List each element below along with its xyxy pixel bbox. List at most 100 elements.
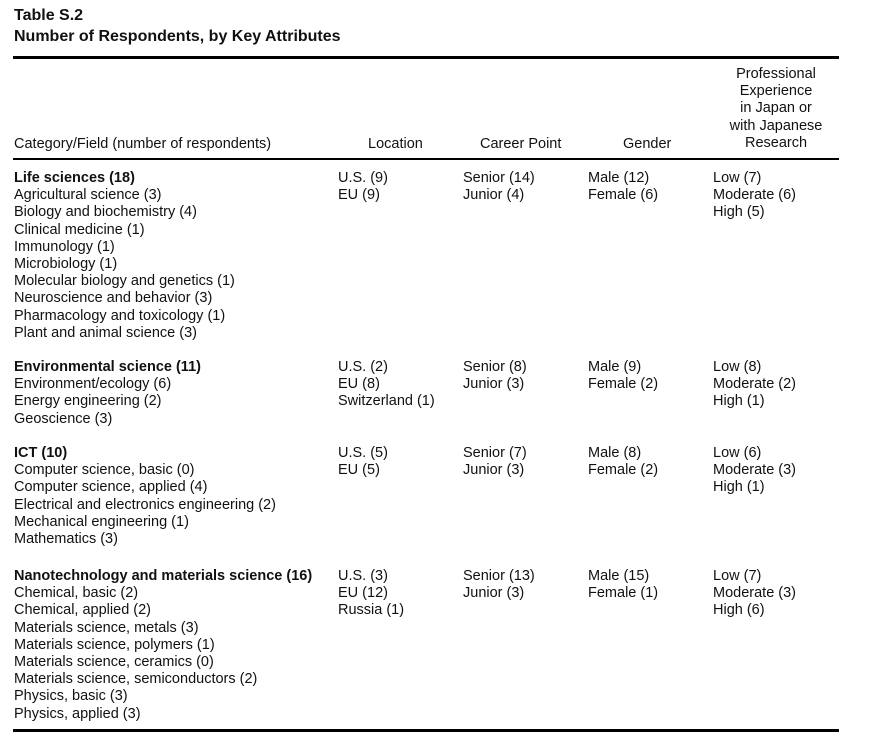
field-item: Chemical, basic (2) bbox=[14, 585, 139, 602]
field-item: Materials science, polymers (1) bbox=[14, 636, 215, 653]
location-cell: U.S. (3) EU (12) Russia (1) bbox=[338, 568, 404, 620]
field-item: Physics, applied (3) bbox=[14, 705, 141, 722]
header-experience-line: Experience bbox=[739, 83, 813, 100]
gender-item: Female (2) bbox=[588, 462, 659, 479]
gender-cell: Male (12) Female (6) bbox=[588, 170, 658, 204]
experience-item: High (6) bbox=[713, 602, 765, 619]
field-item: Chemical, applied (2) bbox=[14, 602, 152, 619]
field-item: Physics, basic (3) bbox=[14, 688, 128, 705]
gender-item: Female (2) bbox=[588, 376, 659, 393]
experience-item: High (1) bbox=[713, 479, 765, 496]
header-experience-line: with Japanese bbox=[729, 117, 823, 134]
gender-item: Male (8) bbox=[588, 445, 642, 461]
location-item: EU (8) bbox=[338, 376, 380, 393]
field-item: Geoscience (3) bbox=[14, 410, 113, 427]
group-category: Environmental science (11) bbox=[14, 359, 201, 375]
location-item: U.S. (9) bbox=[338, 170, 388, 186]
group-category-column: Environmental science (11) Environment/e… bbox=[14, 359, 201, 428]
group-category-column: Nanotechnology and materials science (16… bbox=[14, 568, 312, 723]
experience-item: Low (7) bbox=[713, 170, 762, 186]
experience-item: Low (6) bbox=[713, 445, 762, 461]
location-item: Russia (1) bbox=[338, 602, 405, 619]
gender-cell: Male (8) Female (2) bbox=[588, 445, 658, 479]
career-item: Junior (3) bbox=[463, 462, 525, 479]
career-item: Senior (13) bbox=[463, 568, 535, 584]
field-item: Neuroscience and behavior (3) bbox=[14, 290, 213, 307]
field-item: Mechanical engineering (1) bbox=[14, 513, 189, 530]
field-item: Materials science, metals (3) bbox=[14, 619, 199, 636]
gender-item: Female (6) bbox=[588, 187, 659, 204]
gender-cell: Male (15) Female (1) bbox=[588, 568, 658, 602]
experience-item: Low (8) bbox=[713, 359, 762, 375]
bottom-rule bbox=[13, 729, 839, 732]
experience-cell: Low (7) Moderate (6) High (5) bbox=[713, 170, 796, 222]
field-item: Electrical and electronics engineering (… bbox=[14, 496, 276, 513]
experience-item: Moderate (3) bbox=[713, 585, 797, 602]
header-experience-line: Research bbox=[744, 134, 808, 151]
location-item: Switzerland (1) bbox=[338, 393, 435, 410]
field-item: Microbiology (1) bbox=[14, 255, 118, 272]
career-item: Senior (7) bbox=[463, 445, 527, 461]
field-item: Biology and biochemistry (4) bbox=[14, 204, 197, 221]
gender-item: Male (15) bbox=[588, 568, 650, 584]
career-item: Junior (3) bbox=[463, 376, 525, 393]
gender-item: Male (12) bbox=[588, 170, 650, 186]
career-item: Junior (4) bbox=[463, 187, 525, 204]
career-cell: Senior (13) Junior (3) bbox=[463, 568, 535, 602]
location-item: U.S. (3) bbox=[338, 568, 388, 584]
location-item: U.S. (5) bbox=[338, 445, 388, 461]
location-item: EU (12) bbox=[338, 585, 388, 602]
group-category: Nanotechnology and materials science (16… bbox=[14, 568, 313, 584]
experience-item: High (5) bbox=[713, 204, 765, 221]
experience-item: Moderate (3) bbox=[713, 462, 797, 479]
gender-item: Female (1) bbox=[588, 585, 659, 602]
field-item: Mathematics (3) bbox=[14, 530, 118, 547]
group-category-column: ICT (10) Computer science, basic (0) Com… bbox=[14, 445, 276, 548]
header-experience-line: in Japan or bbox=[740, 100, 812, 117]
field-item: Immunology (1) bbox=[14, 238, 115, 255]
career-cell: Senior (14) Junior (4) bbox=[463, 170, 535, 204]
header-experience: Professional Experience in Japan or with… bbox=[706, 66, 846, 152]
header-gender: Gender bbox=[623, 136, 672, 152]
career-item: Junior (3) bbox=[463, 585, 525, 602]
location-item: EU (5) bbox=[338, 462, 380, 479]
field-item: Plant and animal science (3) bbox=[14, 324, 197, 341]
field-item: Materials science, semiconductors (2) bbox=[14, 671, 258, 688]
experience-item: Low (7) bbox=[713, 568, 762, 584]
field-item: Clinical medicine (1) bbox=[14, 221, 145, 238]
gender-item: Male (9) bbox=[588, 359, 642, 375]
experience-cell: Low (7) Moderate (3) High (6) bbox=[713, 568, 796, 620]
location-cell: U.S. (9) EU (9) bbox=[338, 170, 388, 204]
location-cell: U.S. (5) EU (5) bbox=[338, 445, 388, 479]
group-category: ICT (10) bbox=[14, 445, 68, 461]
gender-cell: Male (9) Female (2) bbox=[588, 359, 658, 393]
career-cell: Senior (8) Junior (3) bbox=[463, 359, 527, 393]
group-category-column: Life sciences (18) Agricultural science … bbox=[14, 170, 235, 342]
header-category: Category/Field (number of respondents) bbox=[14, 136, 272, 152]
header-rule bbox=[13, 158, 839, 160]
group-category: Life sciences (18) bbox=[14, 170, 135, 186]
table-title: Number of Respondents, by Key Attributes bbox=[14, 28, 341, 45]
location-item: EU (9) bbox=[338, 187, 380, 204]
header-career-point: Career Point bbox=[480, 136, 562, 152]
experience-cell: Low (8) Moderate (2) High (1) bbox=[713, 359, 796, 411]
field-item: Molecular biology and genetics (1) bbox=[14, 273, 235, 290]
field-item: Computer science, applied (4) bbox=[14, 479, 208, 496]
field-item: Materials science, ceramics (0) bbox=[14, 653, 214, 670]
header-location: Location bbox=[368, 136, 423, 152]
field-item: Energy engineering (2) bbox=[14, 393, 162, 410]
career-item: Senior (8) bbox=[463, 359, 527, 375]
experience-item: Moderate (6) bbox=[713, 187, 797, 204]
career-cell: Senior (7) Junior (3) bbox=[463, 445, 527, 479]
location-item: U.S. (2) bbox=[338, 359, 388, 375]
field-item: Computer science, basic (0) bbox=[14, 462, 195, 479]
experience-item: High (1) bbox=[713, 393, 765, 410]
field-item: Pharmacology and toxicology (1) bbox=[14, 307, 226, 324]
experience-cell: Low (6) Moderate (3) High (1) bbox=[713, 445, 796, 497]
field-item: Environment/ecology (6) bbox=[14, 376, 172, 393]
experience-item: Moderate (2) bbox=[713, 376, 797, 393]
career-item: Senior (14) bbox=[463, 170, 535, 186]
header-experience-line: Professional bbox=[736, 66, 816, 82]
table-label: Table S.2 bbox=[14, 7, 84, 24]
location-cell: U.S. (2) EU (8) Switzerland (1) bbox=[338, 359, 435, 411]
